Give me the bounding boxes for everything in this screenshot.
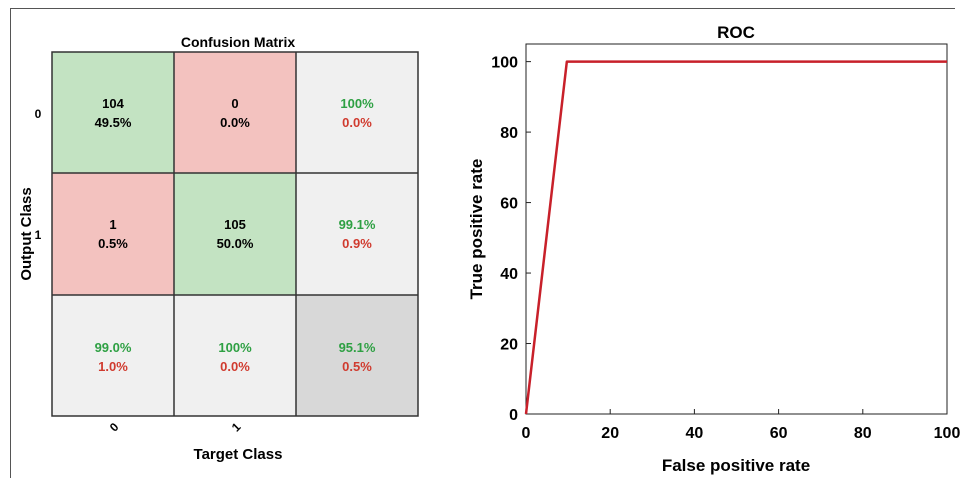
roc-x-tick-label: 80 [854, 425, 872, 442]
cm-col-summary-1-bad: 0.0% [220, 359, 250, 374]
cm-overall-bad: 0.5% [342, 359, 372, 374]
cm-cell-1-1-count: 105 [224, 217, 246, 232]
cm-cell-1-0-pct: 0.5% [98, 236, 128, 251]
cm-cell-bg-0-0 [52, 52, 174, 173]
cm-row-summary-0-bad: 0.0% [342, 115, 372, 130]
cm-y-tick-1: 1 [35, 228, 42, 242]
cm-cell-bg-1-1 [174, 173, 296, 295]
confusion-matrix-title: Confusion Matrix [181, 34, 296, 50]
roc-x-tick-label: 0 [522, 425, 531, 442]
cm-col-summary-0-good: 99.0% [95, 340, 132, 355]
cm-row-summary-1-bad: 0.9% [342, 236, 372, 251]
cm-x-axis-label: Target Class [194, 446, 283, 463]
roc-y-tick-label: 0 [509, 407, 518, 424]
cm-grid [51, 51, 419, 417]
roc-x-ticks: 0 20 40 60 80 100 [522, 409, 961, 442]
confusion-matrix: Confusion Matrix 104 49.5% 0 0.0% 1 0.5%… [18, 34, 419, 463]
cm-y-axis-label: Output Class [18, 187, 35, 280]
cm-cell-0-1-pct: 0.0% [220, 115, 250, 130]
roc-x-tick-label: 20 [601, 425, 619, 442]
roc-y-axis-label: True positive rate [467, 159, 486, 300]
roc-x-tick-label: 100 [934, 425, 961, 442]
roc-y-ticks: 0 20 40 60 80 100 [491, 55, 531, 424]
roc-title: ROC [717, 23, 755, 42]
cm-col-summary-bg-0 [52, 295, 174, 416]
cm-overall-good: 95.1% [339, 340, 376, 355]
cm-cell-0-1-count: 0 [231, 96, 238, 111]
roc-x-axis-label: False positive rate [662, 456, 810, 475]
cm-cell-bg-0-1 [174, 52, 296, 173]
figure-frame-top [10, 8, 955, 9]
cm-overall-bg [296, 295, 418, 416]
roc-plot-area [525, 43, 948, 415]
roc-y-tick-label: 100 [491, 55, 518, 72]
roc-x-tick-label: 40 [686, 425, 704, 442]
cm-cell-bg-1-0 [52, 173, 174, 295]
cm-col-summary-0-bad: 1.0% [98, 359, 128, 374]
roc-curve [524, 60, 947, 415]
cm-col-summary-1-good: 100% [218, 340, 252, 355]
roc-y-tick-label: 40 [500, 266, 518, 283]
roc-y-tick-label: 20 [500, 337, 518, 354]
cm-row-summary-1-good: 99.1% [339, 217, 376, 232]
cm-cell-0-0-pct: 49.5% [95, 115, 132, 130]
cm-row-summary-0-good: 100% [340, 96, 374, 111]
cm-col-summary-bg-1 [174, 295, 296, 416]
cm-x-tick-0: 0 [107, 420, 122, 435]
cm-row-summary-bg-0 [296, 52, 418, 173]
cm-cell-1-0-count: 1 [109, 217, 116, 232]
cm-row-summary-bg-1 [296, 173, 418, 295]
cm-x-tick-1: 1 [229, 420, 244, 435]
roc-chart: ROC 0 20 40 60 80 100 0 20 40 60 80 100 False posi… [467, 23, 960, 475]
cm-y-tick-0: 0 [35, 107, 42, 121]
roc-y-tick-label: 80 [500, 125, 518, 142]
cm-cell-0-0-count: 104 [102, 96, 124, 111]
cm-cell-1-1-pct: 50.0% [217, 236, 254, 251]
roc-y-tick-label: 60 [500, 196, 518, 213]
roc-x-tick-label: 60 [770, 425, 788, 442]
figure-frame-left [10, 8, 11, 478]
